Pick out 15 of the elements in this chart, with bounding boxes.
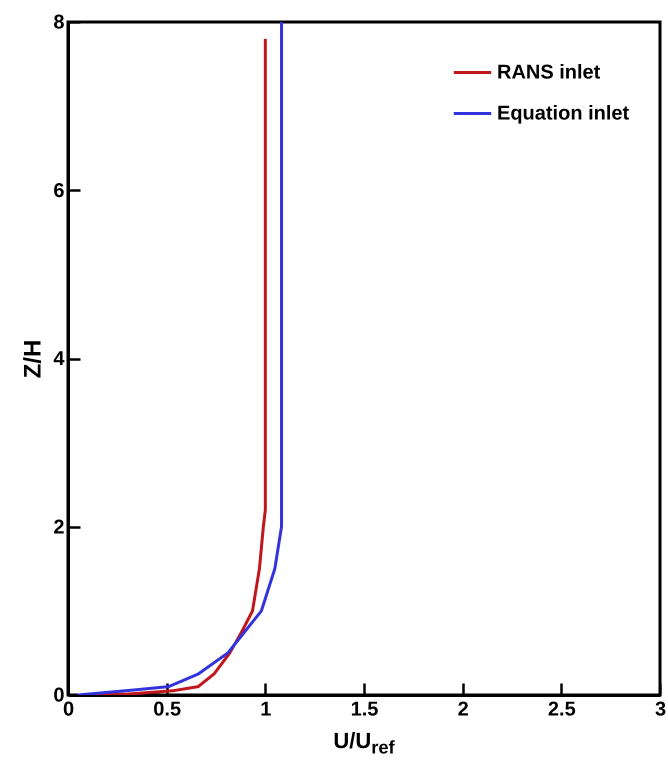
y-tick-label: 8 bbox=[53, 12, 64, 34]
x-tick-label: 3 bbox=[654, 698, 666, 720]
y-tick-label: 6 bbox=[53, 180, 64, 202]
legend-label: RANS inlet bbox=[497, 62, 601, 84]
y-tick-label: 4 bbox=[53, 348, 66, 370]
y-tick-label: 2 bbox=[53, 516, 64, 538]
x-axis-title: U/U$_{ref}$ bbox=[332, 728, 396, 758]
x-tick-label: 1 bbox=[260, 698, 272, 720]
x-tick-label: 0.5 bbox=[153, 698, 182, 720]
legend-label: Equation inlet bbox=[497, 102, 630, 124]
x-tick-label: 2.5 bbox=[548, 698, 576, 720]
y-tick-label: 0 bbox=[53, 684, 64, 706]
y-axis-title: Z/H bbox=[19, 340, 46, 378]
x-tick-label: 1.5 bbox=[350, 698, 378, 720]
x-tick-label: 2 bbox=[458, 698, 469, 720]
